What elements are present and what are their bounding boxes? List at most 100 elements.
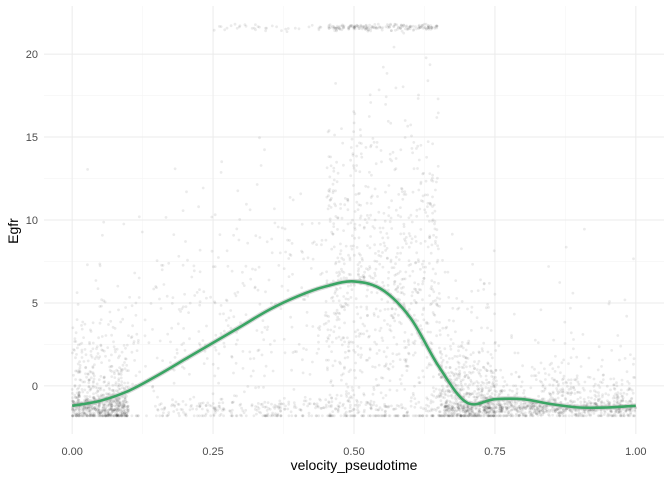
data-point — [259, 164, 263, 167]
data-point — [102, 376, 106, 380]
data-point — [376, 408, 380, 412]
data-point — [331, 24, 334, 28]
data-point — [178, 414, 181, 418]
data-point — [331, 232, 335, 236]
data-point — [330, 247, 334, 251]
data-point — [123, 412, 127, 416]
data-point — [336, 315, 340, 319]
data-point — [122, 411, 126, 415]
data-point — [235, 414, 239, 418]
data-point — [438, 388, 441, 392]
data-point — [94, 408, 97, 412]
data-point — [73, 340, 76, 343]
data-point — [348, 414, 352, 418]
data-point — [106, 413, 110, 417]
data-point — [172, 410, 176, 413]
data-point — [217, 352, 221, 356]
data-point — [108, 413, 112, 417]
data-point — [390, 314, 394, 318]
data-point — [184, 414, 188, 418]
data-point — [470, 310, 473, 314]
data-point — [349, 283, 353, 287]
data-point — [365, 294, 369, 298]
data-point — [123, 411, 127, 415]
data-point — [121, 401, 125, 404]
data-point — [594, 390, 598, 394]
data-point — [471, 392, 475, 395]
data-point — [577, 409, 580, 413]
data-point — [440, 414, 444, 418]
data-point — [315, 414, 319, 418]
data-point — [392, 282, 396, 286]
data-point — [377, 210, 381, 214]
data-point — [561, 387, 564, 391]
data-point — [508, 388, 512, 392]
data-point — [515, 387, 519, 391]
data-point — [484, 408, 488, 411]
data-point — [475, 316, 479, 320]
data-point — [579, 396, 582, 399]
data-point — [236, 290, 240, 294]
data-point — [402, 285, 405, 289]
data-point — [87, 406, 90, 410]
data-point — [368, 265, 371, 268]
data-point — [89, 405, 92, 409]
data-point — [615, 381, 618, 385]
data-point — [363, 408, 366, 412]
data-point — [121, 317, 125, 321]
data-point — [443, 414, 447, 418]
data-point — [413, 235, 417, 239]
data-point — [394, 288, 397, 292]
data-point — [83, 413, 87, 416]
data-point — [366, 401, 370, 405]
data-point — [375, 291, 379, 295]
data-point — [629, 353, 632, 356]
data-point — [183, 349, 187, 352]
data-point — [131, 324, 135, 328]
data-point — [381, 226, 385, 230]
data-point — [114, 381, 118, 385]
data-point — [459, 383, 463, 386]
data-point — [110, 333, 113, 337]
data-point — [368, 246, 372, 250]
data-point — [301, 371, 305, 375]
data-point — [96, 408, 99, 411]
data-point — [132, 340, 136, 343]
data-point — [368, 274, 372, 278]
data-point — [612, 387, 616, 390]
data-point — [364, 403, 368, 406]
data-point — [259, 411, 263, 415]
data-point — [337, 25, 341, 29]
data-point — [130, 350, 134, 354]
data-point — [208, 403, 211, 407]
data-point — [292, 388, 296, 391]
data-point — [392, 45, 396, 49]
data-point — [258, 136, 261, 140]
data-point — [85, 375, 88, 379]
data-point — [319, 398, 322, 402]
data-point — [346, 199, 350, 203]
data-point — [290, 368, 293, 372]
data-point — [81, 320, 85, 324]
data-point — [569, 356, 573, 359]
data-point — [412, 353, 415, 357]
data-point — [441, 326, 445, 330]
data-point — [334, 262, 337, 266]
data-point — [84, 372, 87, 376]
data-point — [592, 377, 596, 381]
data-point — [154, 285, 158, 288]
data-point — [354, 169, 358, 173]
data-point — [391, 150, 395, 154]
data-point — [254, 28, 257, 32]
data-point — [421, 369, 425, 373]
data-point — [599, 401, 603, 404]
data-point — [356, 345, 360, 348]
data-point — [417, 23, 421, 27]
data-point — [80, 341, 84, 345]
data-point — [302, 347, 305, 350]
data-point — [381, 265, 385, 269]
data-point — [121, 368, 124, 372]
data-point — [490, 392, 494, 395]
data-point — [102, 403, 106, 407]
data-point — [386, 300, 390, 304]
